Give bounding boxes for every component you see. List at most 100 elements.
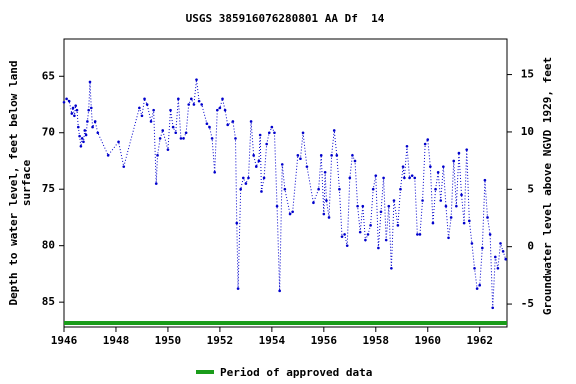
data-point bbox=[462, 221, 466, 225]
data-point bbox=[305, 165, 309, 168]
data-point bbox=[364, 238, 367, 242]
y-label-line: surface bbox=[20, 159, 33, 206]
data-point bbox=[403, 176, 406, 180]
data-point bbox=[455, 204, 458, 208]
data-point bbox=[213, 170, 216, 174]
data-point bbox=[351, 154, 354, 157]
data-point bbox=[280, 163, 284, 166]
data-point bbox=[93, 120, 97, 123]
data-point bbox=[87, 108, 90, 112]
x-tick-label: 1958 bbox=[363, 334, 390, 347]
data-point bbox=[200, 103, 204, 106]
data-point bbox=[252, 154, 255, 157]
data-point bbox=[275, 204, 279, 208]
data-point bbox=[74, 104, 77, 107]
data-point bbox=[401, 165, 405, 168]
data-point bbox=[154, 182, 158, 185]
data-point bbox=[356, 204, 359, 208]
data-point bbox=[429, 165, 432, 168]
y2-tick-label: 0 bbox=[527, 240, 534, 253]
x-tick-label: 1956 bbox=[311, 334, 338, 347]
data-point bbox=[374, 174, 378, 177]
data-point bbox=[106, 154, 110, 157]
data-point bbox=[235, 221, 239, 225]
data-point bbox=[491, 306, 495, 310]
y2-axis-label: Groundwater level above NGVD 1929, feet bbox=[541, 57, 554, 315]
data-point bbox=[396, 224, 400, 227]
data-point bbox=[418, 233, 422, 236]
data-point bbox=[296, 154, 300, 157]
data-point bbox=[161, 129, 165, 132]
data-point bbox=[371, 187, 375, 191]
data-point bbox=[345, 244, 349, 247]
data-point bbox=[488, 233, 492, 236]
data-point bbox=[377, 246, 380, 250]
data-point bbox=[335, 154, 339, 157]
x-tick-label: 1950 bbox=[155, 334, 182, 347]
y-tick-label: 65 bbox=[42, 69, 55, 82]
data-point bbox=[499, 242, 502, 245]
data-point bbox=[179, 137, 183, 140]
data-point bbox=[143, 97, 146, 101]
data-point bbox=[75, 108, 79, 112]
data-point bbox=[65, 97, 68, 101]
data-point bbox=[91, 125, 94, 129]
data-point bbox=[387, 204, 391, 208]
y-axis-label: Depth to water level, feet below land su… bbox=[7, 60, 33, 305]
data-point bbox=[431, 221, 435, 225]
data-point bbox=[254, 165, 258, 168]
chart-title: USGS 385916076280801 AA Df 14 bbox=[186, 12, 385, 25]
y2-tick-label: 5 bbox=[527, 182, 534, 195]
data-point bbox=[156, 154, 159, 157]
x-tick-label: 1962 bbox=[466, 334, 493, 347]
data-point bbox=[258, 133, 262, 137]
data-point bbox=[257, 159, 261, 163]
data-point bbox=[322, 212, 326, 216]
data-point bbox=[416, 233, 419, 236]
data-point bbox=[226, 123, 229, 127]
data-point bbox=[84, 133, 88, 137]
data-point bbox=[325, 199, 328, 202]
plot-frame bbox=[63, 38, 508, 328]
data-point bbox=[353, 159, 357, 163]
data-point bbox=[405, 144, 409, 148]
data-point bbox=[426, 138, 430, 141]
y-tick-label: 85 bbox=[42, 295, 55, 308]
data-point bbox=[332, 129, 336, 132]
data-point bbox=[399, 187, 402, 191]
x-tick-label: 1960 bbox=[415, 334, 442, 347]
data-point bbox=[184, 131, 188, 135]
data-point bbox=[221, 97, 224, 101]
data-point bbox=[327, 216, 331, 219]
data-point bbox=[392, 199, 396, 202]
data-point bbox=[457, 151, 461, 155]
data-point bbox=[83, 129, 87, 132]
data-point bbox=[379, 210, 383, 214]
data-point bbox=[486, 216, 489, 219]
data-point bbox=[470, 242, 474, 245]
data-point bbox=[76, 125, 80, 129]
data-point bbox=[192, 103, 196, 106]
data-point bbox=[205, 122, 209, 126]
data-point bbox=[301, 131, 305, 135]
data-point bbox=[218, 106, 222, 110]
data-point bbox=[390, 266, 393, 270]
data-point bbox=[152, 108, 155, 112]
data-point bbox=[215, 108, 219, 112]
data-point bbox=[67, 99, 71, 103]
data-point bbox=[278, 289, 281, 293]
legend-label: Period of approved data bbox=[220, 366, 372, 379]
data-point bbox=[283, 187, 287, 191]
data-point bbox=[439, 199, 443, 202]
data-point bbox=[122, 165, 126, 168]
x-tick-label: 1954 bbox=[259, 334, 286, 347]
data-point bbox=[288, 212, 292, 216]
data-point bbox=[140, 114, 144, 118]
data-point bbox=[468, 219, 471, 223]
data-point bbox=[169, 108, 172, 112]
data-point bbox=[82, 140, 85, 144]
data-point bbox=[348, 176, 352, 180]
data-point bbox=[343, 233, 346, 236]
data-point bbox=[223, 108, 227, 112]
data-point bbox=[182, 137, 185, 140]
